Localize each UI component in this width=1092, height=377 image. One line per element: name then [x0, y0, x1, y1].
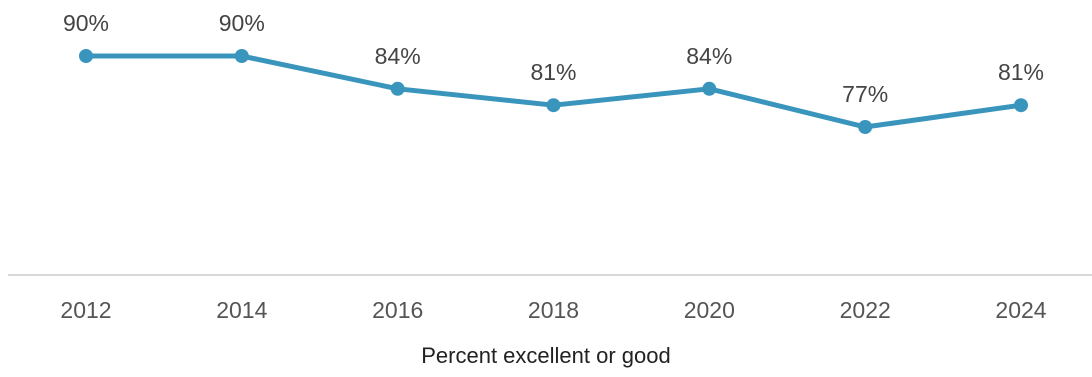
x-tick-label: 2012: [60, 297, 111, 323]
data-label: 77%: [842, 81, 888, 107]
x-tick-label: 2016: [372, 297, 423, 323]
x-tick-labels: 2012 2014 2016 2018 2020 2022 2024: [60, 297, 1046, 323]
x-tick-label: 2022: [840, 297, 891, 323]
series-layer: [79, 49, 1028, 134]
x-tick-label: 2014: [216, 297, 267, 323]
data-label: 90%: [219, 10, 265, 36]
data-point: [390, 81, 405, 96]
data-point: [702, 81, 717, 96]
data-point: [858, 120, 873, 134]
data-label: 84%: [375, 43, 421, 69]
data-label: 84%: [686, 43, 732, 69]
data-label: 90%: [63, 10, 109, 36]
data-label: 81%: [530, 59, 576, 85]
x-tick-label: 2020: [684, 297, 735, 323]
data-label: 81%: [998, 59, 1044, 85]
data-point: [234, 49, 249, 63]
x-tick-label: 2024: [995, 297, 1046, 323]
data-point: [546, 98, 561, 113]
x-tick-label: 2018: [528, 297, 579, 323]
data-point: [79, 49, 93, 63]
x-axis-title: Percent excellent or good: [421, 343, 671, 368]
data-labels: 90% 90% 84% 81% 84% 77% 81%: [63, 10, 1044, 107]
data-point: [1014, 98, 1028, 113]
